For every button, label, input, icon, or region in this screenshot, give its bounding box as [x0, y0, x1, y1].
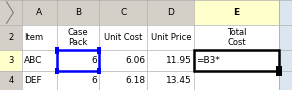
Bar	[0, 50, 22, 71]
Text: A: A	[36, 8, 42, 17]
Text: 6: 6	[91, 76, 97, 85]
Text: 13.45: 13.45	[166, 76, 192, 85]
Bar	[194, 50, 279, 71]
Bar	[98, 68, 101, 74]
Text: 3: 3	[8, 56, 14, 65]
Text: 4: 4	[8, 76, 13, 85]
Text: Case
Pack: Case Pack	[68, 28, 88, 47]
Text: =B3*: =B3*	[197, 56, 220, 65]
Text: ABC: ABC	[24, 56, 43, 65]
Text: C: C	[120, 8, 126, 17]
Text: 11.95: 11.95	[166, 56, 192, 65]
Bar	[98, 68, 101, 74]
Bar	[0, 0, 292, 25]
Text: DEF: DEF	[24, 76, 42, 85]
Text: B: B	[75, 8, 81, 17]
Text: 6: 6	[91, 56, 97, 65]
Text: 6.06: 6.06	[125, 56, 145, 65]
Text: Unit Price: Unit Price	[151, 33, 191, 42]
Text: 6.18: 6.18	[125, 76, 145, 85]
Text: Item: Item	[24, 33, 43, 42]
Bar	[276, 66, 282, 76]
Bar	[279, 0, 292, 90]
Text: D: D	[167, 8, 174, 17]
Bar	[0, 0, 22, 90]
Text: 2: 2	[8, 33, 13, 42]
Bar	[98, 47, 101, 54]
Text: Unit Cost: Unit Cost	[104, 33, 142, 42]
Bar	[194, 0, 279, 25]
Text: Total
Cost: Total Cost	[227, 28, 246, 47]
Bar	[55, 68, 59, 74]
Bar	[57, 50, 99, 71]
Text: E: E	[234, 8, 239, 17]
Bar	[55, 47, 59, 54]
